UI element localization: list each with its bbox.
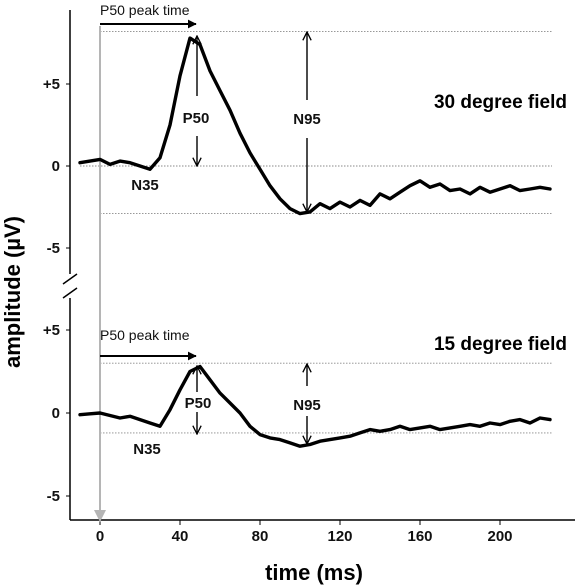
axis-break-mark-bottom — [62, 287, 78, 299]
p50-label: P50 — [185, 395, 212, 412]
axis-break-mark-top — [62, 273, 78, 285]
x-axis-title: time (ms) — [265, 560, 363, 585]
y-tick-label: +5 — [43, 76, 60, 93]
x-tick-label: 200 — [487, 528, 512, 545]
n35-label: N35 — [133, 441, 161, 458]
y-tick-label: +5 — [43, 322, 60, 339]
n95-label: N95 — [293, 111, 321, 128]
n35-label: N35 — [131, 177, 159, 194]
p50-peak-time-label: P50 peak time — [100, 2, 190, 18]
trace-series-line — [78, 36, 552, 216]
y-axis-title: amplitude (µV) — [0, 216, 25, 368]
x-tick-label: 160 — [407, 528, 432, 545]
n95-label: N95 — [293, 397, 321, 414]
trace-series-line — [78, 364, 552, 448]
y-tick-label: 0 — [52, 158, 60, 175]
x-tick-label: 120 — [327, 528, 352, 545]
x-tick-label: 0 — [96, 528, 104, 545]
x-tick-label: 40 — [172, 528, 189, 545]
y-tick-label: -5 — [47, 240, 60, 257]
y-tick-label: 0 — [52, 405, 60, 422]
y-tick-label: -5 — [47, 488, 60, 505]
p50-peak-time-label: P50 peak time — [100, 327, 190, 343]
x-tick-label: 80 — [252, 528, 269, 545]
field-label-15-degree: 15 degree field — [434, 334, 567, 355]
field-label-30-degree: 30 degree field — [434, 92, 567, 113]
p50-label: P50 — [183, 110, 210, 127]
